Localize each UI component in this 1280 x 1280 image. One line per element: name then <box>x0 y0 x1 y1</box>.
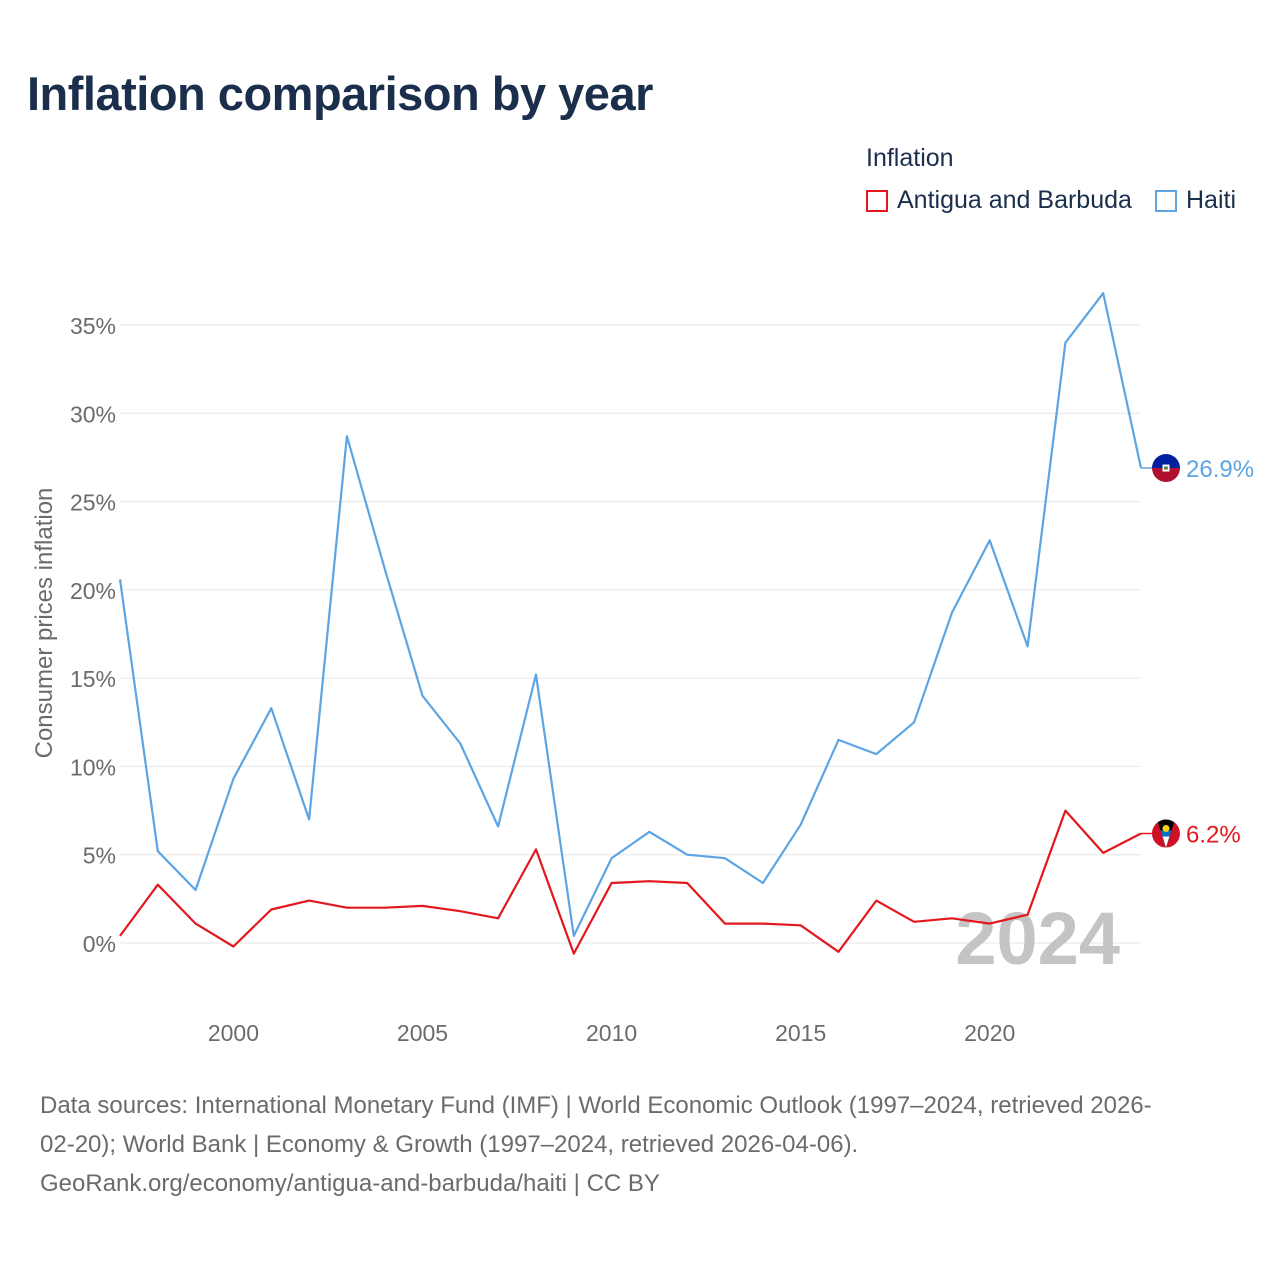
x-tick-label-2010: 2010 <box>586 1020 637 1046</box>
end-markers: 26.9% 6.2% <box>1141 454 1254 849</box>
y-tick-label-10: 10% <box>70 754 116 780</box>
series-line-haiti <box>118 292 1143 938</box>
end-label-haiti: 26.9% <box>1186 456 1254 483</box>
flag-antigua-icon <box>1152 819 1180 848</box>
y-axis-ticks: 0% 5% 10% 15% 20% 25% 30% 35% <box>70 313 116 957</box>
footer: Data sources: International Monetary Fun… <box>40 1086 1250 1203</box>
x-tick-label-2000: 2000 <box>208 1020 259 1046</box>
y-tick-label-5: 5% <box>83 843 116 869</box>
series-lines <box>118 292 1143 955</box>
year-watermark: 2024 <box>955 897 1120 980</box>
y-tick-label-0: 0% <box>83 931 116 957</box>
end-label-antigua-and-barbuda: 6.2% <box>1186 822 1241 849</box>
legend-swatch-antigua <box>866 189 888 212</box>
grid-lines <box>120 324 1141 944</box>
y-tick-label-15: 15% <box>70 666 116 692</box>
legend-label-haiti: Haiti <box>1186 186 1237 214</box>
x-tick-label-2015: 2015 <box>775 1020 826 1046</box>
y-tick-label-35: 35% <box>70 313 116 339</box>
x-tick-label-2020: 2020 <box>964 1020 1015 1046</box>
legend-item-antigua[interactable]: Antigua and Barbuda <box>866 186 1132 215</box>
flag-haiti-icon <box>1152 454 1180 483</box>
legend-item-haiti[interactable]: Haiti <box>1155 186 1236 215</box>
footer-sources-line2: 02-20); World Bank | Economy & Growth (1… <box>40 1131 859 1158</box>
y-axis-label: Consumer prices inflation <box>31 488 58 759</box>
chart-title: Inflation comparison by year <box>27 67 653 120</box>
legend-label-antigua: Antigua and Barbuda <box>897 186 1132 214</box>
y-tick-label-20: 20% <box>70 578 116 604</box>
footer-sources-line1: Data sources: International Monetary Fun… <box>40 1092 1152 1119</box>
legend-title: Inflation <box>866 144 954 172</box>
footer-attribution: GeoRank.org/economy/antigua-and-barbuda/… <box>40 1170 660 1197</box>
series-line-antigua-and-barbuda <box>119 809 1142 955</box>
x-tick-label-2005: 2005 <box>397 1020 448 1046</box>
legend-swatch-haiti <box>1155 189 1177 212</box>
y-tick-label-30: 30% <box>70 401 116 427</box>
y-tick-label-25: 25% <box>70 490 116 516</box>
x-axis-ticks: 2000 2005 2010 2015 2020 <box>208 1020 1015 1046</box>
